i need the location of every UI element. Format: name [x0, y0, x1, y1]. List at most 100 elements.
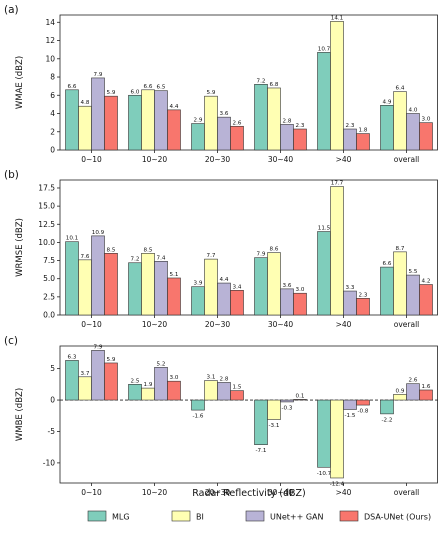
bar — [167, 109, 181, 151]
x-tick-label: 0~10 — [81, 320, 102, 329]
data-label: 4.9 — [383, 99, 392, 105]
bar — [104, 95, 118, 151]
bar — [128, 262, 142, 316]
y-tick-label: 4 — [50, 109, 55, 118]
bar — [317, 399, 331, 468]
data-label: 6.8 — [270, 82, 279, 88]
data-label: 7.2 — [131, 257, 140, 263]
panel-1: (a) 0 2 4 6 8 10 12 14 WMAE (dBZ) 0~10 10~20 20~30 30… — [4, 4, 438, 164]
bar — [191, 123, 205, 151]
x-tick-label: 30~40 — [268, 320, 294, 329]
legend-item: BI — [171, 510, 204, 522]
legend-item: UNet++ GAN — [245, 510, 324, 522]
data-label: 3.6 — [220, 111, 229, 117]
bar — [91, 77, 105, 151]
bar — [280, 288, 294, 316]
legend-label: MLG — [112, 513, 130, 522]
data-label: 5.9 — [107, 90, 116, 96]
data-label: 17.7 — [331, 181, 344, 187]
y-tick-label: 0.0 — [43, 311, 55, 320]
bar — [330, 21, 344, 151]
bar — [280, 399, 294, 403]
data-label: 3.7 — [81, 371, 90, 377]
bar — [91, 235, 105, 316]
data-label: -1.6 — [193, 414, 204, 420]
bar — [380, 399, 394, 415]
data-label: 6.3 — [68, 354, 77, 360]
y-tick-label: 2.5 — [43, 292, 55, 301]
data-label: 4.2 — [422, 279, 431, 285]
data-label: 7.2 — [257, 78, 266, 84]
data-label: 3.1 — [207, 375, 216, 381]
bar — [217, 116, 231, 151]
bar — [141, 387, 155, 401]
data-label: 10.7 — [318, 46, 331, 52]
bar — [78, 376, 92, 401]
legend-swatch — [245, 510, 265, 522]
x-tick-label: 10~20 — [142, 488, 168, 497]
data-label: 6.4 — [396, 86, 405, 92]
bar — [104, 362, 118, 401]
bar — [154, 367, 168, 401]
data-label: 0.1 — [296, 393, 305, 399]
panel-label: (c) — [4, 335, 18, 347]
y-tick-label: 5 — [50, 364, 55, 373]
bar — [128, 384, 142, 401]
data-label: 7.6 — [81, 254, 90, 260]
data-label: 14.1 — [331, 15, 344, 21]
bar — [317, 231, 331, 316]
data-label: 2.3 — [346, 123, 355, 129]
data-label: 5.5 — [409, 269, 418, 275]
legend-item: MLG — [87, 510, 130, 522]
data-label: 5.9 — [107, 357, 116, 363]
x-tick-label: 30~40 — [268, 155, 294, 164]
x-tick-label: >40 — [336, 488, 352, 497]
data-label: 4.4 — [220, 277, 229, 283]
x-tick-label: overall — [394, 488, 420, 497]
data-label: 2.3 — [296, 123, 305, 129]
data-label: -1.5 — [345, 413, 356, 419]
legend-swatch — [339, 510, 359, 522]
bar — [406, 274, 420, 316]
data-label: 7.4 — [157, 255, 166, 261]
legend-item: DSA-UNet (Ours) — [339, 510, 431, 522]
bar — [230, 290, 244, 316]
bar — [254, 257, 268, 316]
panel-label: (b) — [4, 169, 19, 181]
bar — [65, 241, 79, 316]
y-tick-label: 17.5 — [38, 183, 55, 192]
bar — [267, 399, 281, 420]
data-label: 1.5 — [233, 385, 242, 391]
bar — [293, 292, 307, 316]
bar — [204, 380, 218, 401]
data-label: 6.0 — [131, 89, 140, 95]
bar — [141, 253, 155, 316]
bar — [393, 91, 407, 151]
y-tick-label: 5.0 — [43, 274, 55, 283]
bar — [141, 89, 155, 151]
data-label: 10.1 — [66, 236, 79, 242]
legend: MLG BI UNet++ GAN DSA-UNet (Ours) — [87, 510, 431, 522]
bar — [343, 399, 357, 410]
bar — [317, 52, 331, 151]
bar — [280, 124, 294, 151]
bar — [154, 260, 168, 316]
panel-2: (b) 0.0 2.5 5.0 7.5 10.0 12.5 15.0 17.5 WRMSE (dB… — [4, 169, 438, 329]
x-tick-label: 10~20 — [142, 320, 168, 329]
data-label: 2.8 — [283, 118, 292, 124]
y-tick-label: 0 — [50, 146, 55, 155]
data-label: 3.9 — [194, 281, 203, 287]
data-label: 2.6 — [233, 120, 242, 126]
data-label: -3.1 — [269, 423, 280, 429]
data-label: 8.5 — [107, 247, 116, 253]
bar — [78, 105, 92, 151]
y-tick-label: 2 — [50, 127, 55, 136]
bar — [78, 259, 92, 316]
data-label: 3.0 — [422, 117, 431, 123]
bar — [128, 94, 142, 151]
x-tick-label: 0~10 — [81, 155, 102, 164]
y-tick-label: 12.5 — [38, 220, 55, 229]
legend-swatch — [87, 510, 107, 522]
y-tick-label: 8 — [50, 73, 55, 82]
